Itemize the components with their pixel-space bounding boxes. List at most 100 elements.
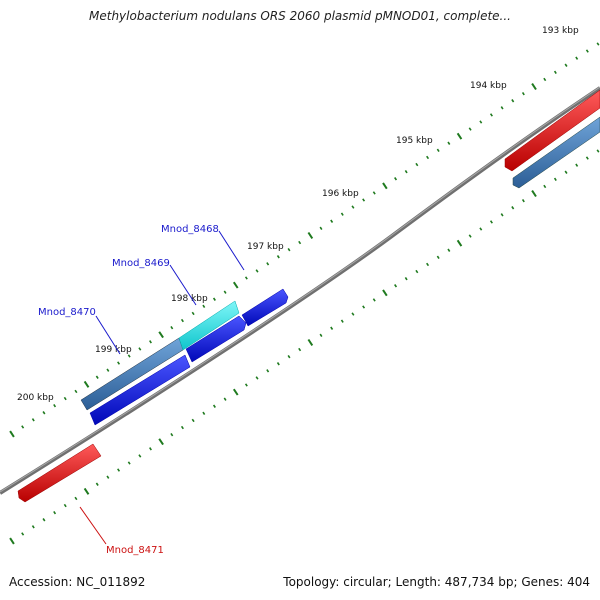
major-tick: [307, 338, 314, 346]
minor-tick: [447, 141, 451, 145]
map-title: Methylobacterium nodulans ORS 2060 plasm…: [89, 9, 511, 23]
minor-tick: [95, 375, 99, 379]
minor-tick: [447, 248, 451, 252]
minor-tick: [585, 156, 589, 160]
minor-tick: [117, 361, 121, 365]
minor-tick: [372, 298, 376, 302]
gene-mnod-8469[interactable]: [178, 300, 240, 351]
minor-tick: [42, 518, 46, 522]
major-tick: [456, 239, 463, 247]
minor-tick: [191, 418, 195, 423]
major-tick: [382, 182, 388, 190]
minor-tick: [575, 56, 579, 60]
minor-tick: [202, 304, 206, 309]
gene-mnod-8471[interactable]: [17, 443, 102, 503]
minor-tick: [266, 262, 270, 266]
minor-tick: [266, 369, 270, 373]
minor-tick: [394, 284, 398, 288]
minor-tick: [564, 63, 568, 67]
major-tick: [83, 487, 90, 495]
minor-tick: [21, 425, 25, 429]
gene-blue-2[interactable]: [185, 315, 247, 363]
minor-tick: [21, 532, 25, 536]
minor-tick: [244, 276, 248, 280]
minor-tick: [298, 347, 302, 352]
tick-label: 193 kbp: [542, 26, 579, 36]
minor-tick: [511, 99, 515, 103]
minor-tick: [500, 106, 504, 110]
minor-tick: [191, 311, 195, 316]
minor-tick: [127, 354, 131, 358]
gene-blue-1[interactable]: [89, 354, 191, 426]
minor-tick: [521, 198, 525, 203]
outer-tick-row: [9, 42, 600, 438]
minor-tick: [170, 432, 174, 437]
major-tick: [158, 331, 164, 339]
minor-tick: [468, 234, 472, 238]
major-tick: [158, 438, 164, 446]
leader-line-mnod-8470: [95, 315, 121, 355]
minor-tick: [575, 163, 579, 167]
minor-tick: [468, 127, 472, 131]
tick-label: 199 kbp: [95, 345, 132, 355]
major-tick: [9, 537, 15, 545]
minor-tick: [53, 403, 57, 408]
minor-tick: [63, 396, 67, 401]
minor-tick: [415, 162, 419, 167]
minor-tick: [351, 312, 355, 316]
gene-label-mnod-8469[interactable]: Mnod_8469: [112, 258, 170, 269]
major-tick: [83, 380, 90, 388]
leader-line-mnod-8471: [79, 506, 107, 545]
gene-red-upper[interactable]: [504, 89, 600, 172]
minor-tick: [340, 319, 344, 323]
minor-tick: [149, 447, 152, 451]
minor-tick: [394, 177, 398, 181]
gene-label-mnod-8468[interactable]: Mnod_8468: [161, 224, 219, 235]
minor-tick: [276, 255, 280, 259]
gene-steel-upper[interactable]: [512, 116, 600, 189]
minor-tick: [138, 454, 142, 458]
gene-label-mnod-8471[interactable]: Mnod_8471: [106, 545, 164, 556]
minor-tick: [330, 326, 334, 330]
minor-tick: [319, 226, 323, 231]
minor-tick: [95, 482, 99, 486]
minor-tick: [351, 205, 355, 209]
tick-label: 197 kbp: [247, 242, 284, 252]
minor-tick: [74, 496, 78, 501]
genome-backbone-highlight: [0, 86, 600, 493]
major-tick: [531, 83, 537, 91]
minor-tick: [362, 305, 366, 309]
minor-tick: [511, 206, 515, 210]
minor-tick: [585, 49, 589, 53]
minor-tick: [372, 191, 376, 195]
minor-tick: [202, 411, 206, 416]
minor-tick: [106, 368, 110, 372]
gene-label-mnod-8470[interactable]: Mnod_8470: [38, 307, 96, 318]
major-tick: [307, 231, 314, 239]
minor-tick: [426, 155, 430, 160]
tick-label: 195 kbp: [396, 136, 433, 146]
minor-tick: [106, 475, 110, 479]
minor-tick: [596, 149, 600, 153]
minor-tick: [287, 247, 291, 252]
minor-tick: [287, 354, 291, 359]
minor-tick: [212, 404, 216, 408]
genome-summary-text: Topology: circular; Length: 487,734 bp; …: [283, 575, 590, 589]
minor-tick: [298, 240, 302, 245]
minor-tick: [543, 184, 547, 189]
minor-tick: [170, 325, 174, 330]
minor-tick: [31, 418, 35, 422]
tick-label: 198 kbp: [171, 294, 208, 304]
gene-mnod-8468[interactable]: [241, 288, 289, 327]
accession-text: Accession: NC_011892: [9, 575, 146, 589]
minor-tick: [255, 376, 259, 380]
tick-label: 196 kbp: [322, 189, 359, 199]
minor-tick: [223, 397, 227, 401]
major-tick: [9, 430, 15, 438]
minor-tick: [404, 276, 408, 281]
major-tick: [382, 289, 388, 297]
minor-tick: [426, 262, 430, 267]
minor-tick: [479, 227, 483, 231]
minor-tick: [276, 362, 280, 366]
